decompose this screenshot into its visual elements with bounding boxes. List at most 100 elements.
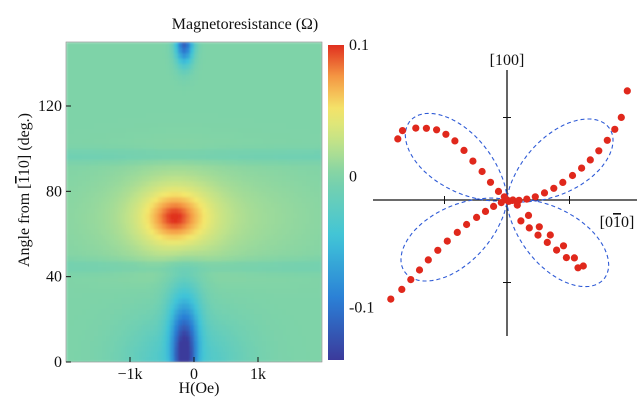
- heatmap-cell: [118, 202, 123, 208]
- heatmap-cell: [186, 244, 191, 251]
- heatmap-cell: [142, 122, 147, 128]
- heatmap-cell: [270, 42, 275, 48]
- heatmap-cell: [290, 148, 295, 155]
- heatmap-cell: [210, 154, 215, 160]
- heatmap-cell: [238, 330, 243, 336]
- heatmap-cell: [286, 42, 291, 48]
- heatmap-cell: [286, 68, 291, 75]
- heatmap-cell: [114, 68, 119, 75]
- heatmap-cell: [242, 106, 247, 112]
- heatmap-cell: [142, 143, 147, 150]
- heatmap-cell: [138, 191, 143, 198]
- heatmap-cell: [186, 223, 191, 230]
- heatmap-cell: [174, 111, 179, 118]
- heatmap-cell: [226, 244, 231, 251]
- heatmap-cell: [218, 212, 223, 219]
- heatmap-cell: [146, 260, 151, 267]
- heatmap-cell: [82, 298, 87, 304]
- heatmap-cell: [182, 186, 187, 192]
- heatmap-cell: [158, 116, 163, 123]
- heatmap-cell: [210, 356, 215, 362]
- heatmap-cell: [250, 74, 255, 80]
- heatmap-cell: [118, 244, 123, 251]
- heatmap-cell: [182, 127, 187, 134]
- heatmap-cell: [286, 330, 291, 336]
- heatmap-cell: [194, 127, 199, 134]
- heatmap-cell: [242, 164, 247, 171]
- heatmap-cell: [286, 212, 291, 219]
- heatmap-cell: [226, 335, 231, 342]
- heatmap-cell: [70, 212, 75, 219]
- heatmap-cell: [246, 244, 251, 251]
- heatmap-cell: [122, 234, 127, 240]
- heatmap-cell: [294, 100, 299, 107]
- heatmap-cell: [214, 303, 219, 310]
- heatmap-cell: [122, 319, 127, 326]
- heatmap-cell: [318, 298, 322, 304]
- heatmap-cell: [206, 324, 211, 331]
- heatmap-cell: [114, 255, 119, 262]
- heatmap-cell: [234, 202, 239, 208]
- heatmap-cell: [214, 314, 219, 320]
- heatmap-cell: [234, 324, 239, 331]
- heatmap-cell: [78, 175, 83, 182]
- heatmap-cell: [94, 68, 99, 75]
- heatmap-cell: [218, 63, 223, 70]
- heatmap-cell: [198, 330, 203, 336]
- data-point: [513, 201, 521, 209]
- heatmap-cell: [202, 170, 207, 176]
- heatmap-cell: [158, 159, 163, 166]
- heatmap-cell: [274, 202, 279, 208]
- heatmap-cell: [310, 116, 315, 123]
- heatmap-cell: [98, 95, 103, 102]
- heatmap-cell: [154, 340, 159, 347]
- heatmap-cell: [274, 180, 279, 187]
- heatmap-cell: [282, 79, 287, 86]
- heatmap-cell: [150, 90, 155, 96]
- heatmap-cell: [194, 111, 199, 118]
- heatmap-cell: [258, 95, 263, 102]
- heatmap-cell: [130, 319, 135, 326]
- heatmap-cell: [130, 170, 135, 176]
- heatmap-cell: [78, 143, 83, 150]
- heatmap-cell: [306, 127, 311, 134]
- heatmap-cell: [286, 303, 291, 310]
- heatmap-cell: [298, 100, 303, 107]
- heatmap-cell: [298, 164, 303, 171]
- heatmap-cell: [254, 330, 259, 336]
- heatmap-cell: [126, 106, 131, 112]
- heatmap-cell: [78, 148, 83, 155]
- heatmap-cell: [138, 298, 143, 304]
- heatmap-cell: [278, 271, 283, 278]
- heatmap-cell: [302, 180, 307, 187]
- heatmap-cell: [226, 308, 231, 315]
- heatmap-cell: [178, 266, 183, 272]
- heatmap-cell: [82, 186, 87, 192]
- heatmap-cell: [106, 180, 111, 187]
- heatmap-cell: [102, 100, 107, 107]
- heatmap-cell: [194, 346, 199, 352]
- heatmap-cell: [150, 228, 155, 235]
- heatmap-cell: [66, 346, 71, 352]
- heatmap-cell: [242, 100, 247, 107]
- heatmap-cell: [250, 335, 255, 342]
- heatmap-cell: [110, 132, 115, 139]
- heatmap-cell: [122, 356, 127, 362]
- heatmap-cell: [302, 47, 307, 54]
- heatmap-cell: [102, 324, 107, 331]
- heatmap-cell: [182, 346, 187, 352]
- heatmap-cell: [314, 303, 319, 310]
- heatmap-cell: [274, 42, 279, 48]
- heatmap-cell: [194, 122, 199, 128]
- heatmap-cell: [226, 79, 231, 86]
- heatmap-cell: [102, 116, 107, 123]
- heatmap-cell: [202, 196, 207, 203]
- heatmap-cell: [286, 84, 291, 91]
- heatmap-cell: [66, 106, 71, 112]
- heatmap-cell: [274, 79, 279, 86]
- heatmap-cell: [270, 330, 275, 336]
- heatmap-cell: [126, 346, 131, 352]
- heatmap-cell: [166, 154, 171, 160]
- heatmap-cell: [186, 239, 191, 246]
- heatmap-cell: [286, 138, 291, 144]
